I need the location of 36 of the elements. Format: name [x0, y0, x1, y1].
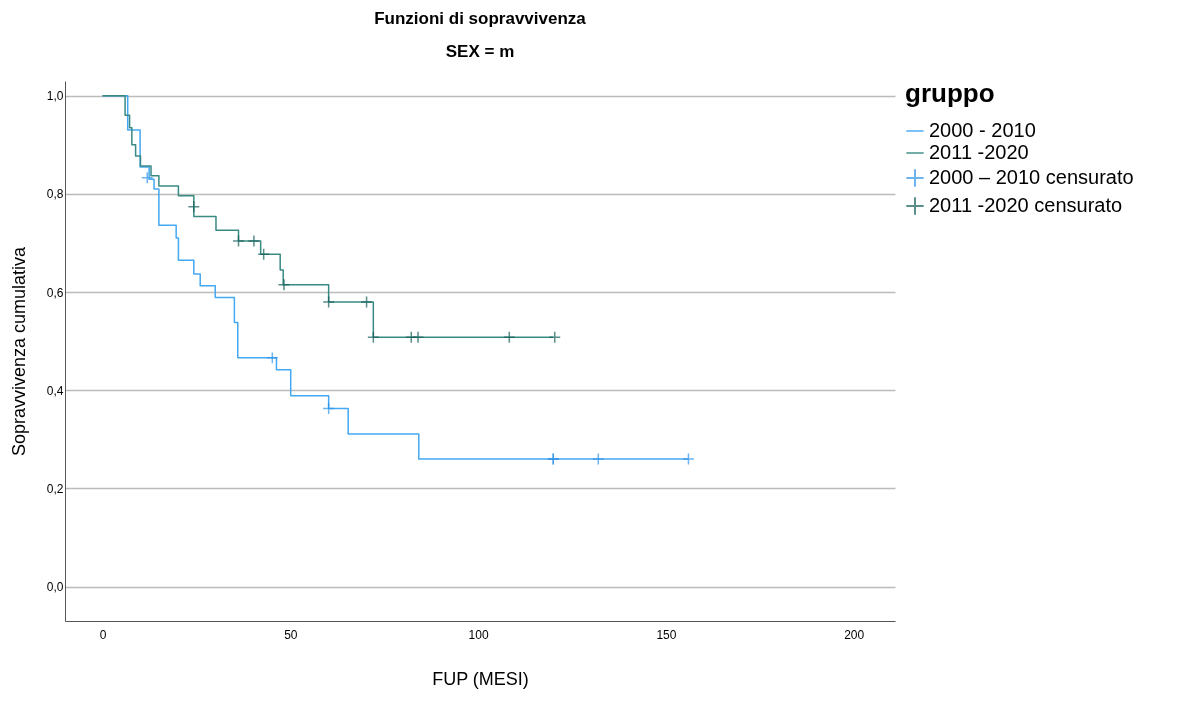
point: [232, 234, 245, 248]
point: [247, 234, 261, 248]
y-tick-label: 0,6: [46, 285, 64, 300]
point: [187, 200, 201, 213]
x-axis-title: FUP (MESI): [432, 668, 529, 689]
point: [548, 331, 561, 344]
point: [266, 351, 279, 365]
point: [360, 295, 373, 309]
point: [503, 331, 516, 344]
point: [322, 295, 335, 309]
legend-label: 2000 – 2010 censurato: [929, 166, 1134, 188]
point: [592, 452, 605, 466]
legend-label: 2000 - 2010: [929, 119, 1036, 141]
point: [367, 331, 380, 344]
point: [322, 402, 335, 415]
chart-subtitle: SEX = m: [445, 42, 515, 61]
point: [682, 452, 695, 466]
x-tick-label: 200: [844, 627, 865, 642]
y-axis-title: Sopravvivenza cumulativa: [8, 245, 29, 457]
point: [257, 248, 270, 261]
point: [277, 278, 291, 291]
point: [141, 171, 154, 184]
legend-label: 2011 -2020: [929, 141, 1029, 163]
y-tick-label: 1,0: [46, 89, 64, 104]
point: [411, 331, 425, 344]
x-tick-label: 150: [656, 627, 677, 642]
legend-label: 2011 -2020 censurato: [929, 194, 1123, 216]
y-tick-label: 0,2: [46, 481, 64, 496]
y-tick-label: 0,4: [46, 383, 64, 398]
chart-title: Funzioni di sopravvivenza: [374, 9, 587, 28]
x-tick-label: 50: [284, 627, 298, 642]
y-tick-label: 0,8: [46, 187, 64, 202]
legend-title: gruppo: [905, 78, 995, 108]
x-tick-label: 0: [99, 627, 107, 642]
y-tick-label: 0,0: [46, 580, 64, 595]
x-tick-label: 100: [468, 627, 489, 642]
